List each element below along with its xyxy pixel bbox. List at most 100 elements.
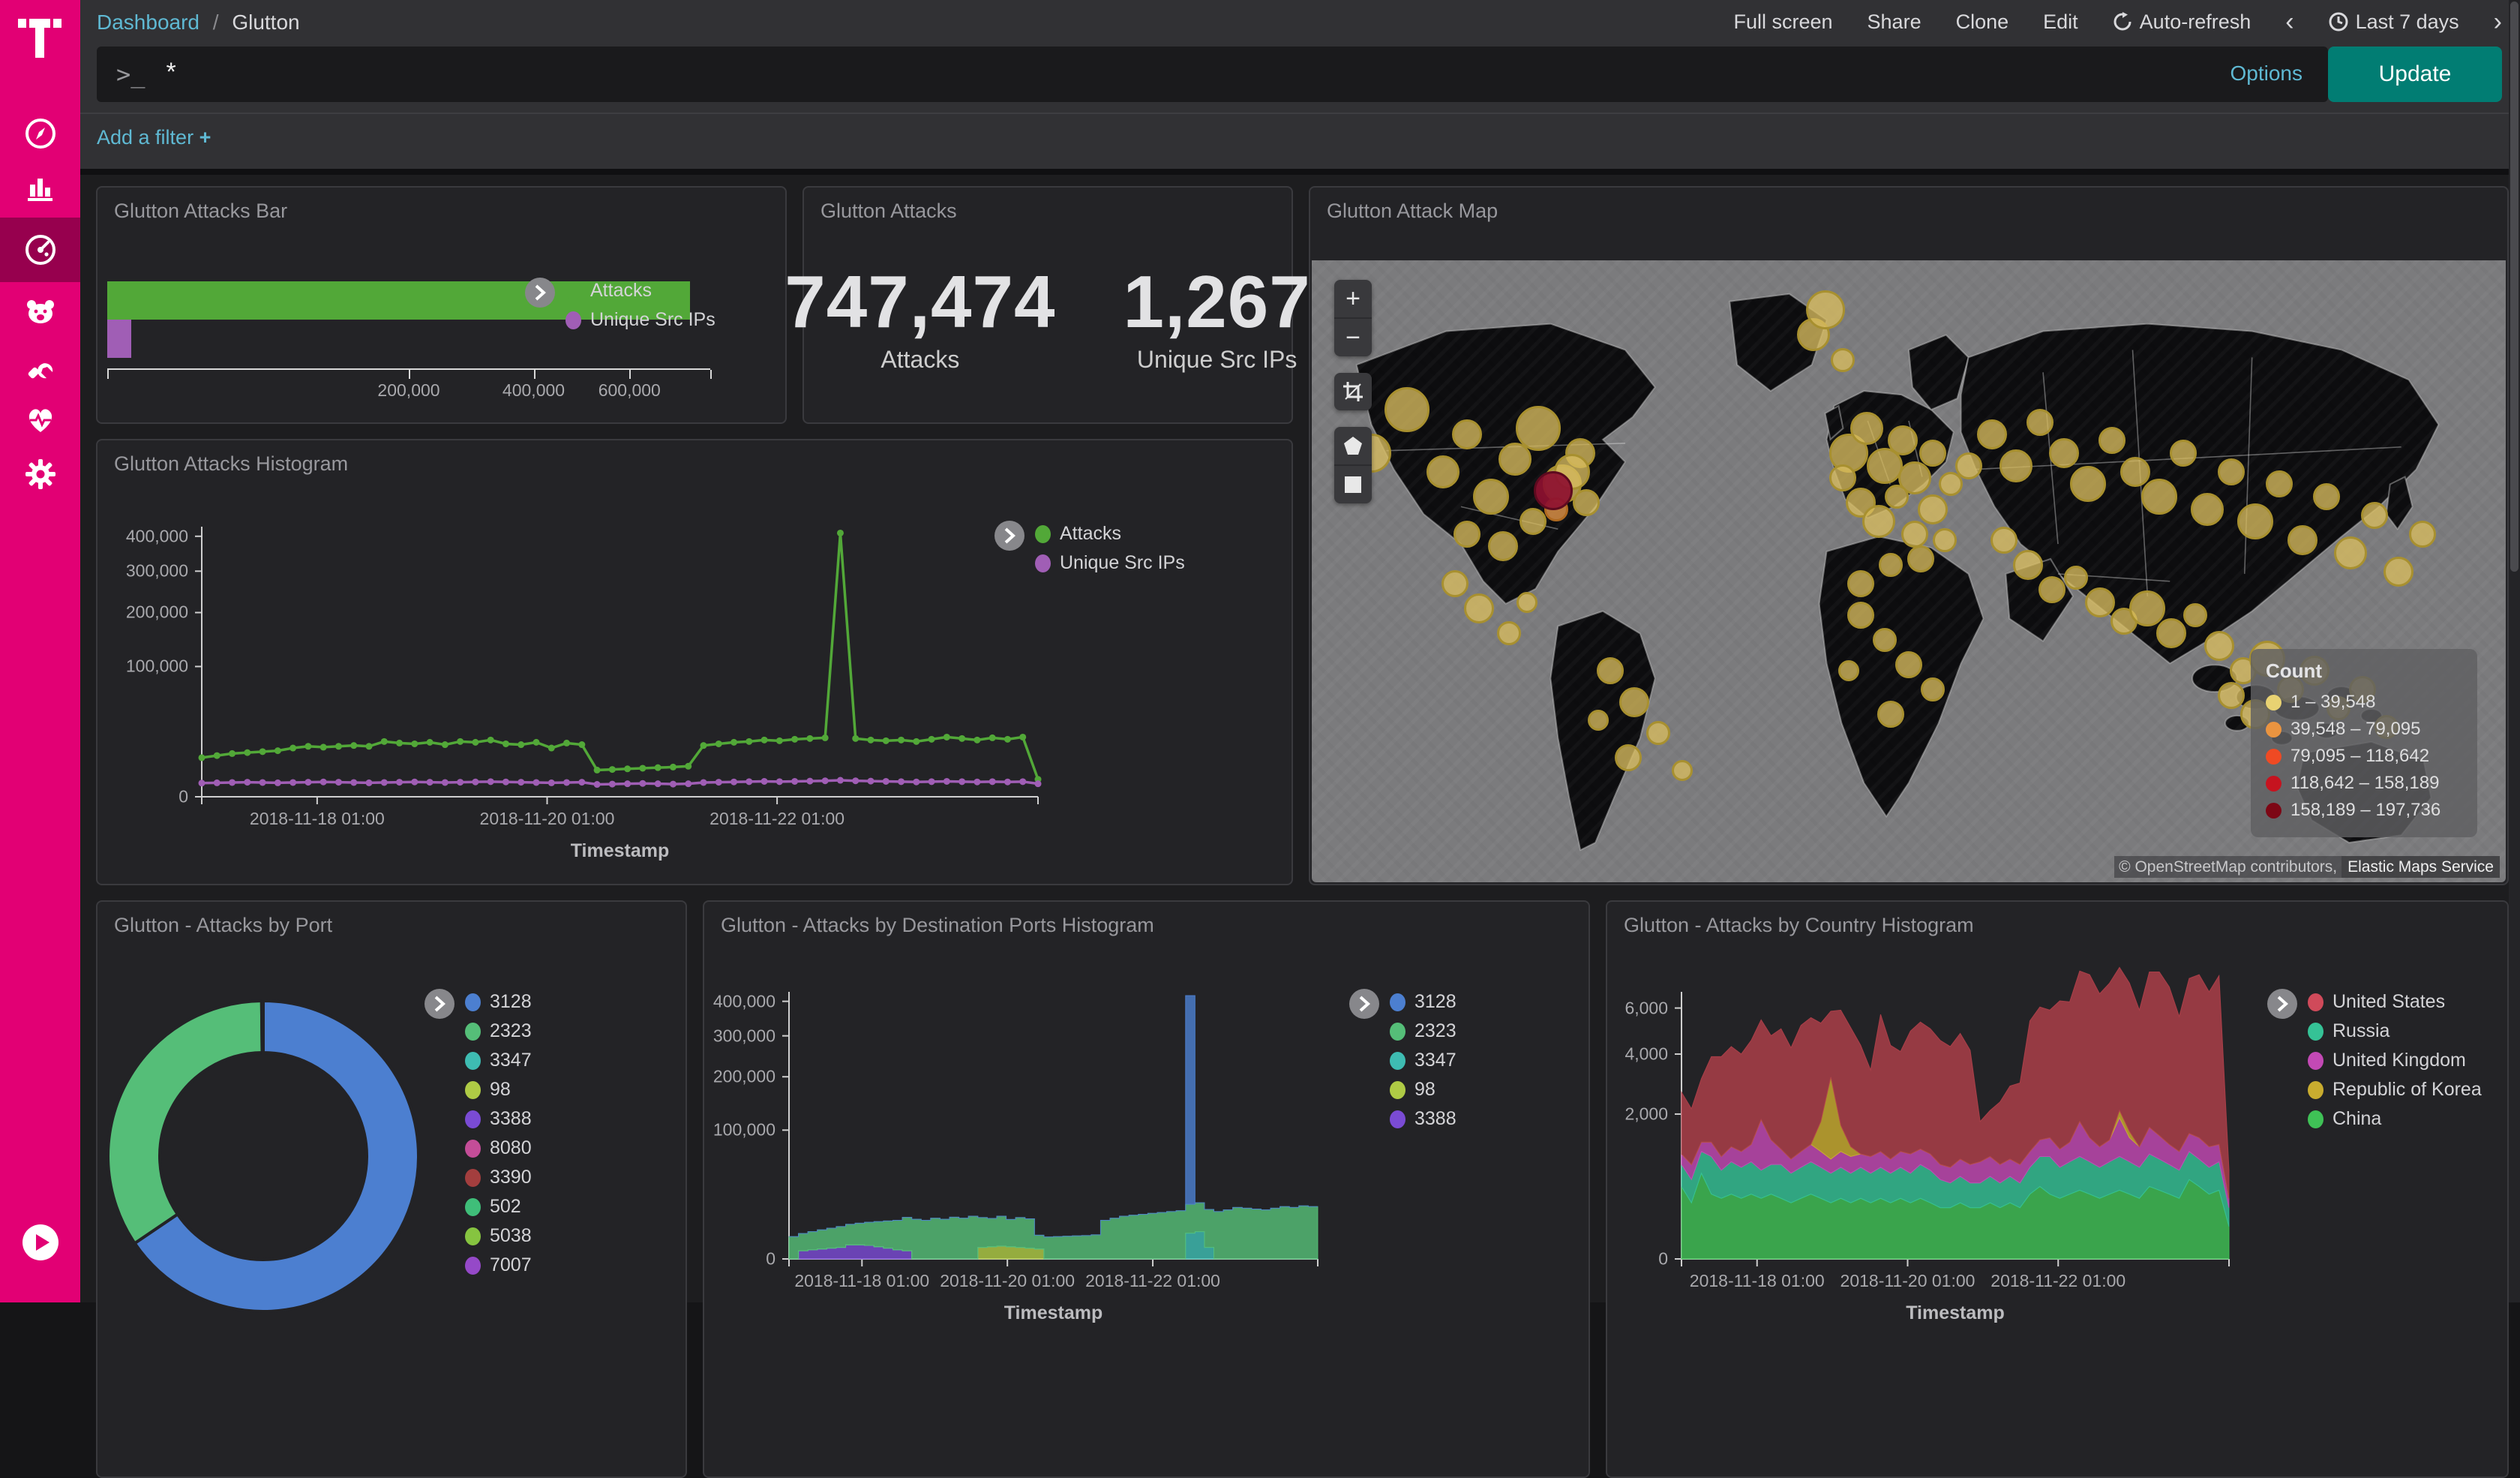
edit-button[interactable]: Edit bbox=[2043, 11, 2078, 34]
attack-location-circle[interactable] bbox=[1879, 553, 1903, 577]
legend-item[interactable]: 3347 bbox=[1390, 1046, 1456, 1075]
sidebar-collapse-button[interactable] bbox=[22, 1224, 58, 1260]
legend-item[interactable]: 2323 bbox=[465, 1017, 532, 1046]
attack-location-circle[interactable] bbox=[1426, 455, 1460, 488]
attack-location-circle[interactable] bbox=[2183, 603, 2207, 627]
attack-location-circle[interactable] bbox=[2064, 566, 2088, 590]
attack-location-circle[interactable] bbox=[1895, 651, 1922, 678]
attack-location-circle[interactable] bbox=[2085, 587, 2115, 617]
attack-location-circle[interactable] bbox=[1442, 570, 1468, 597]
panel-attacks-metric[interactable]: Glutton Attacks 747,474 Attacks 1,267 Un… bbox=[802, 186, 1293, 424]
attack-location-circle[interactable] bbox=[1384, 387, 1430, 432]
attack-location-circle[interactable] bbox=[1847, 602, 1874, 629]
attack-location-circle[interactable] bbox=[1646, 721, 1670, 745]
attack-location-circle[interactable] bbox=[2070, 466, 2106, 502]
attack-location-circle[interactable] bbox=[1888, 425, 1918, 455]
attack-location-circle[interactable] bbox=[1806, 290, 1845, 329]
legend-toggle[interactable] bbox=[525, 278, 555, 308]
legend-item[interactable]: United Kingdom bbox=[2308, 1046, 2482, 1075]
time-back-button[interactable]: ‹ bbox=[2285, 9, 2294, 35]
sidebar-item-discover[interactable] bbox=[0, 107, 80, 161]
panel-attack-map[interactable]: Glutton Attack Map bbox=[1309, 186, 2509, 885]
attack-location-circle[interactable] bbox=[2026, 409, 2054, 436]
attack-location-circle[interactable] bbox=[2191, 493, 2224, 526]
attack-location-circle[interactable] bbox=[1918, 494, 1948, 524]
full-screen-button[interactable]: Full screen bbox=[1733, 11, 1832, 34]
panel-attacks-histogram[interactable]: Glutton Attacks Histogram Timestamp 0100… bbox=[96, 439, 1293, 885]
legend-item[interactable]: 7007 bbox=[465, 1251, 532, 1280]
time-range-picker[interactable]: Last 7 days bbox=[2329, 11, 2459, 34]
clone-button[interactable]: Clone bbox=[1956, 11, 2009, 34]
attack-location-circle[interactable] bbox=[1977, 419, 2007, 449]
attack-location-circle[interactable] bbox=[1847, 570, 1874, 597]
attack-location-circle[interactable] bbox=[1488, 531, 1518, 561]
share-button[interactable]: Share bbox=[1868, 11, 1922, 34]
legend-item[interactable]: United States bbox=[2308, 987, 2482, 1017]
attack-location-circle[interactable] bbox=[1829, 464, 1856, 491]
attack-location-circle[interactable] bbox=[1955, 452, 1982, 479]
legend-toggle[interactable] bbox=[2267, 989, 2297, 1019]
page-scrollbar[interactable] bbox=[2509, 0, 2520, 1302]
map-fit-bounds-button[interactable] bbox=[1334, 373, 1372, 410]
legend-item[interactable]: 98 bbox=[1390, 1075, 1456, 1104]
attack-location-circle[interactable] bbox=[2120, 457, 2150, 487]
attack-location-circle[interactable] bbox=[1516, 406, 1561, 451]
attack-location-circle[interactable] bbox=[1831, 348, 1855, 372]
panel-dest-ports-histogram[interactable]: Glutton - Attacks by Destination Ports H… bbox=[703, 900, 1590, 1478]
attack-location-circle[interactable] bbox=[1452, 419, 1482, 449]
attack-location-circle[interactable] bbox=[1473, 479, 1509, 515]
attack-location-circle[interactable] bbox=[2204, 631, 2234, 661]
attack-location-circle[interactable] bbox=[2361, 502, 2388, 529]
attack-location-circle[interactable] bbox=[2156, 618, 2186, 648]
legend-item[interactable]: Russia bbox=[2308, 1017, 2482, 1046]
attack-location-circle[interactable] bbox=[1921, 677, 1945, 701]
map-draw-rectangle-button[interactable] bbox=[1334, 466, 1372, 503]
legend-item[interactable]: China bbox=[2308, 1104, 2482, 1134]
legend-toggle[interactable] bbox=[1349, 989, 1379, 1019]
attack-location-circle[interactable] bbox=[2237, 503, 2273, 539]
attack-location-circle[interactable] bbox=[1919, 440, 1946, 467]
attack-location-circle[interactable] bbox=[2266, 470, 2293, 497]
query-options-link[interactable]: Options bbox=[2230, 62, 2303, 86]
legend-toggle[interactable] bbox=[424, 989, 454, 1019]
sidebar-item-bear-app[interactable] bbox=[0, 285, 80, 339]
attack-location-circle[interactable] bbox=[2013, 550, 2043, 580]
legend-item[interactable]: 3388 bbox=[1390, 1104, 1456, 1134]
attack-location-circle[interactable] bbox=[2288, 525, 2318, 555]
legend-item[interactable]: Unique Src IPs bbox=[566, 305, 716, 335]
attack-location-circle[interactable] bbox=[1907, 545, 1934, 572]
sidebar-item-dashboard[interactable] bbox=[0, 218, 80, 282]
attack-location-circle[interactable] bbox=[1619, 687, 1649, 717]
legend-item[interactable]: 98 bbox=[465, 1075, 532, 1104]
attack-location-circle[interactable] bbox=[2129, 590, 2165, 626]
sidebar-item-monitoring[interactable] bbox=[0, 393, 80, 447]
add-filter-button[interactable]: Add a filter + bbox=[97, 126, 211, 149]
attack-location-circle[interactable] bbox=[1498, 443, 1532, 476]
attack-location-circle[interactable] bbox=[2384, 557, 2414, 587]
sidebar-item-dev-tools[interactable] bbox=[0, 339, 80, 393]
attack-location-circle[interactable] bbox=[1862, 505, 1895, 538]
attack-location-circle[interactable] bbox=[2141, 479, 2177, 515]
attack-location-circle[interactable] bbox=[1990, 527, 2018, 554]
sidebar-item-visualize[interactable] bbox=[0, 161, 80, 215]
attack-location-circle[interactable] bbox=[1454, 521, 1480, 548]
legend-item[interactable]: 502 bbox=[465, 1192, 532, 1221]
map-zoom-in-button[interactable]: + bbox=[1334, 280, 1372, 319]
attack-location-circle[interactable] bbox=[2049, 438, 2079, 468]
attack-location-circle[interactable] bbox=[1850, 412, 1883, 445]
legend-item[interactable]: 3390 bbox=[465, 1163, 532, 1192]
attack-location-circle[interactable] bbox=[1933, 528, 1957, 552]
attack-location-circle[interactable] bbox=[1672, 760, 1693, 781]
attack-location-circle[interactable] bbox=[1497, 621, 1521, 645]
legend-item[interactable]: 5038 bbox=[465, 1221, 532, 1251]
t-mobile-logo[interactable] bbox=[18, 14, 62, 60]
attack-location-circle[interactable] bbox=[2313, 483, 2340, 510]
breadcrumb-dashboard-link[interactable]: Dashboard bbox=[97, 11, 200, 34]
attack-location-circle[interactable] bbox=[2000, 449, 2032, 482]
update-button[interactable]: Update bbox=[2328, 47, 2502, 102]
attack-location-circle[interactable] bbox=[1877, 701, 1904, 728]
elastic-maps-link[interactable]: Elastic Maps Service bbox=[2342, 856, 2500, 878]
panel-attacks-by-port[interactable]: Glutton - Attacks by Port 31282323334798… bbox=[96, 900, 687, 1478]
auto-refresh-button[interactable]: Auto-refresh bbox=[2113, 11, 2252, 34]
donut-slice-2323[interactable] bbox=[108, 1001, 262, 1243]
